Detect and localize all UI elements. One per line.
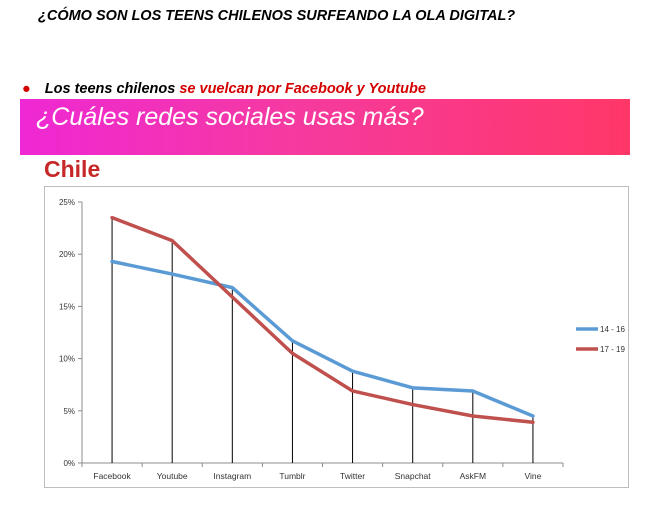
y-tick-label: 20% (59, 250, 75, 259)
legend-label: 17 - 19 (600, 345, 625, 354)
bullet-text-red: se vuelcan por Facebook y Youtube (179, 81, 426, 97)
x-tick-label: Instagram (213, 471, 251, 481)
y-tick-label: 25% (59, 198, 75, 207)
y-tick-label: 5% (63, 407, 75, 416)
chart-title: Chile (44, 156, 101, 182)
banner-question: ¿Cuáles redes sociales usas más? (36, 103, 424, 131)
line-chart: 0% 5% 10% 15% 20% 25% Facebook Youtube Instagram… (59, 198, 625, 481)
x-tick-label: Facebook (93, 471, 131, 481)
question-banner: ¿Cuáles redes sociales usas más? (20, 99, 630, 155)
x-tick-label: AskFM (460, 471, 486, 481)
x-tick-label: Vine (525, 471, 542, 481)
series-line-2 (110, 215, 535, 425)
series-line-1 (110, 259, 535, 418)
chart-frame: 0% 5% 10% 15% 20% 25% Facebook Youtube Instagram… (44, 186, 629, 488)
y-tick-label: 15% (59, 302, 75, 311)
document-title: ¿CÓMO SON LOS TEENS CHILENOS SURFEANDO L… (38, 8, 516, 24)
x-tick-label: Twitter (340, 471, 365, 481)
bullet-point: ● Los teens chilenos se vuelcan por Faceb… (22, 81, 426, 97)
x-tick-label: Snapchat (395, 471, 432, 481)
x-tick-label: Youtube (157, 471, 188, 481)
bullet-dot-icon: ● (22, 81, 31, 97)
bullet-text-black: Los teens chilenos (44, 81, 180, 97)
y-tick-label: 10% (59, 355, 75, 364)
y-tick-label: 0% (63, 459, 75, 468)
x-tick-label: Tumblr (279, 471, 305, 481)
legend-label: 14 - 16 (600, 325, 625, 334)
